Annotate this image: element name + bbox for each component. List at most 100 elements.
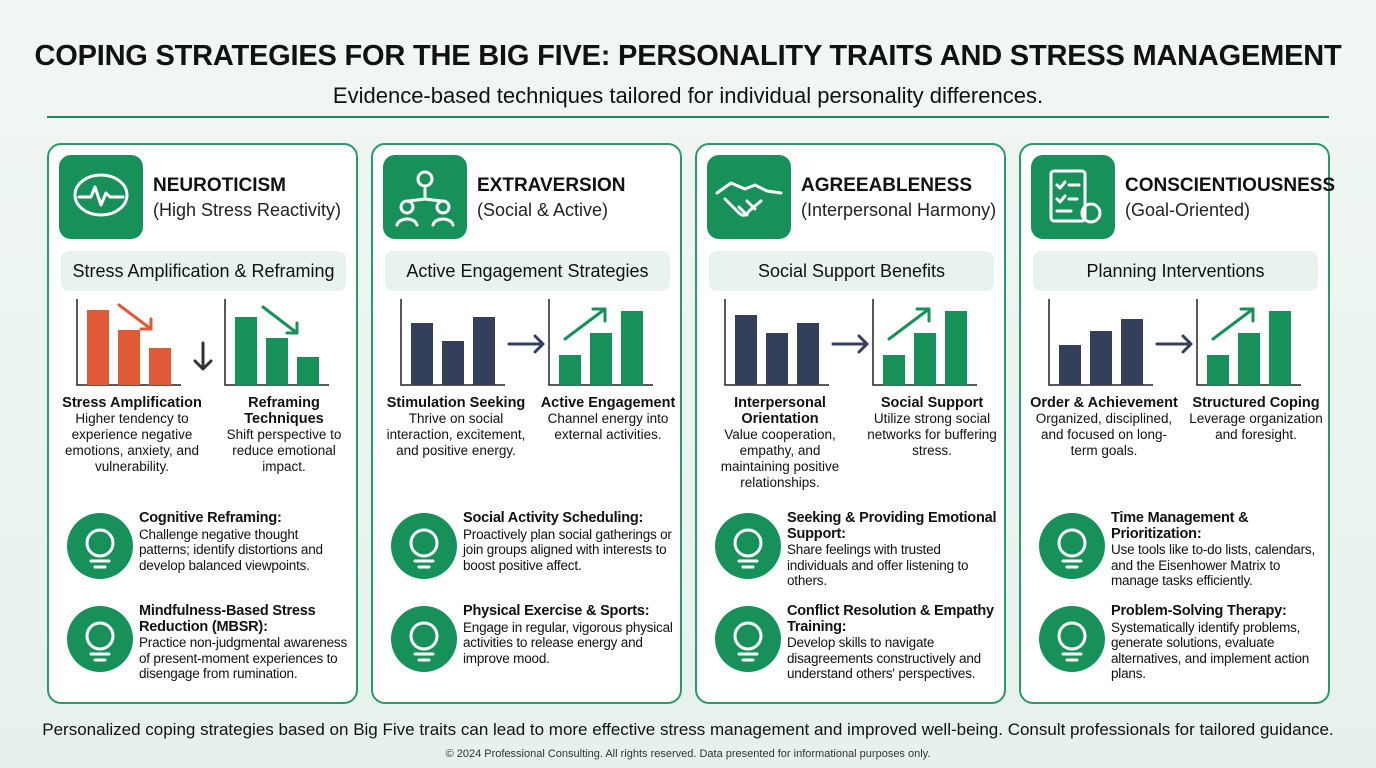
bar [766,333,788,385]
glyph [73,173,129,217]
strategy-icon [1039,606,1105,672]
label-text: Utilize strong social networks for buffe… [867,411,997,458]
chart-label: Order & Achievement Organized, discipline… [1029,395,1179,459]
strategy-text: Engage in regular, vigorous physical act… [463,619,673,666]
chart-label: Structured Coping Leverage organization a… [1181,395,1331,443]
section-label: Stress Amplification & Reframing [61,251,346,291]
card-subtitle: (Goal-Oriented) [1125,200,1251,220]
bar [473,317,495,385]
card: AGREEABLENESS (Interpersonal Harmony) Soci… [695,143,1006,704]
axis [400,299,505,386]
section-label: Social Support Benefits [709,251,994,291]
section-label: Planning Interventions [1033,251,1318,291]
strategy: Mindfulness-Based Stress Reduction (MBSR… [139,603,349,682]
strategy-icon [715,513,781,579]
axis [872,299,977,386]
label-text: Value cooperation, empathy, and maintain… [720,427,840,490]
glyph [1061,652,1083,662]
arrow [193,341,213,371]
chart-label: Social Support Utilize strong social netw… [857,395,1007,459]
strategy-text: Systematically identify problems, genera… [1111,619,1310,682]
glyph [85,621,115,651]
axis [1048,299,1153,386]
chart-label: Interpersonal Orientation Value cooperati… [705,395,855,491]
glyph [89,652,111,662]
label-text: Channel energy into external activities. [547,411,669,442]
label-title: Structured Coping [1192,395,1320,411]
divider [47,116,1329,118]
bar [559,355,581,385]
strategy: Physical Exercise & Sports: Engage in reg… [463,603,673,666]
strategy-title: Mindfulness-Based Stress Reduction (MBSR… [139,603,316,635]
glyph [733,621,763,651]
mini-chart [1048,299,1301,386]
strategy-icon [67,606,133,672]
bar [1207,355,1229,385]
label-title: Interpersonal Orientation [734,395,826,427]
label-text: Thrive on social interaction, excitement… [386,411,526,458]
bar [797,323,819,385]
glyph [1080,202,1102,224]
card-title: CONSCIENTIOUSNESS [1125,175,1336,196]
icon-glyph [409,621,439,662]
mini-chart [724,299,977,386]
card-title: EXTRAVERSION [477,175,626,196]
icon-glyph [715,181,783,217]
strategy-text: Challenge negative thought patterns; ide… [139,526,323,573]
card-subtitle: (High Stress Reactivity) [153,200,342,220]
arrow [1211,307,1255,341]
bar [914,333,936,385]
card: EXTRAVERSION (Social & Active) Active Enga… [371,143,682,704]
glyph [85,528,115,558]
strategy: Conflict Resolution & Empathy Training: D… [787,603,997,682]
arrow [507,334,545,354]
card: CONSCIENTIOUSNESS (Goal-Oriented) Planning… [1019,143,1335,704]
icon-glyph [1057,528,1087,569]
label-text: Higher tendency to experience negative e… [64,411,200,474]
glyph [416,170,434,188]
axis [224,299,329,386]
axis [724,299,829,386]
strategy-icon [391,606,457,672]
icon-glyph [733,528,763,569]
bar [883,355,905,385]
icon-glyph [1049,169,1102,224]
icon-glyph [409,528,439,569]
strategy: Seeking & Providing Emotional Support: Sh… [787,510,997,589]
chart-label: Reframing Techniques Shift perspective to… [209,395,359,475]
arrow [831,334,869,354]
glyph [399,199,415,215]
glyph [395,187,455,227]
glyph [737,652,759,662]
section-label: Active Engagement Strategies [385,251,670,291]
mini-chart [400,299,653,386]
card-icon [383,155,467,239]
glyph [77,185,125,207]
glyph [1049,169,1087,223]
strategy-title: Conflict Resolution & Empathy Training: [787,603,994,635]
glyph [715,181,783,217]
glyph [409,528,439,558]
icon-glyph [85,621,115,662]
bar [442,341,464,385]
bar [235,317,257,385]
arrow [563,307,607,341]
bar [1269,311,1291,385]
card-icon [707,155,791,239]
strategy-text: Practice non-judgmental awareness of pre… [139,635,348,681]
page-subtitle: Evidence-based techniques tailored for i… [332,83,1044,108]
page-title: COPING STRATEGIES FOR THE BIG FIVE: PERS… [34,40,1342,72]
glyph [413,559,435,569]
strategy: Time Management & Prioritization: Use too… [1111,510,1321,589]
chart-label: Active Engagement Channel energy into ext… [533,395,683,443]
strategy-title: Time Management & Prioritization: [1111,510,1249,542]
glyph [1055,180,1081,213]
arrow [1155,334,1193,354]
strategy-icon [67,513,133,579]
axis [1196,299,1301,386]
bar [735,315,757,385]
bar [1059,345,1081,385]
glyph [737,559,759,569]
strategy-text: Share feelings with trusted individuals … [787,542,969,588]
